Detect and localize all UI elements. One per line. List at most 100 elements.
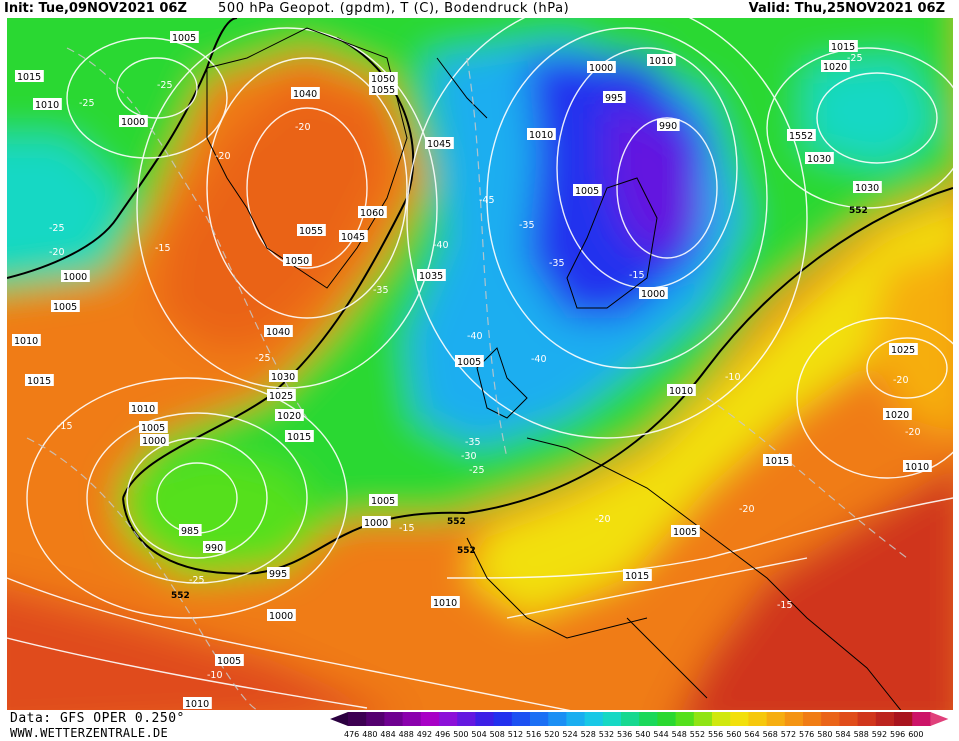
- legend-value: 572: [781, 730, 796, 739]
- legend-value: 512: [508, 730, 523, 739]
- pressure-label-bg: [203, 541, 226, 553]
- pressure-label-bg: [821, 60, 850, 72]
- pressure-label: 1010: [35, 100, 59, 111]
- legend-value: 540: [635, 730, 650, 739]
- temperature-labels: -25 -25 -20 -25 -20 -15 -20 -25 -35 -40 -45 -35 -35 -…: [49, 53, 921, 681]
- temperature-label: -15: [629, 270, 645, 281]
- legend-arrow-high: [930, 712, 949, 726]
- pressure-label-bg: [25, 374, 54, 386]
- pressure-labels: 1005101510101000104010501055104510601055…: [12, 31, 932, 710]
- legend-swatch: [548, 712, 567, 726]
- pressure-label: 1005: [457, 357, 481, 368]
- pressure-label: 1025: [269, 391, 293, 402]
- pressure-label-bg: [647, 54, 676, 66]
- legend-value: 560: [726, 730, 741, 739]
- pressure-label-bg: [285, 430, 314, 442]
- legend-value: 552: [690, 730, 705, 739]
- pressure-label-bg: [267, 567, 290, 579]
- pressure-label-bg: [139, 421, 168, 433]
- pressure-label-bg: [297, 224, 326, 236]
- chart-title: 500 hPa Geopot. (gpdm), T (C), Bodendruc…: [218, 1, 570, 16]
- pressure-label: 1005: [575, 186, 599, 197]
- pressure-label-bg: [889, 343, 918, 355]
- legend-swatch: [402, 712, 422, 726]
- pressure-label-bg: [215, 654, 244, 666]
- legend-value: 480: [362, 730, 377, 739]
- legend-value: 532: [599, 730, 614, 739]
- pressure-label-bg: [667, 384, 696, 396]
- pressure-label-bg: [61, 270, 90, 282]
- legend-value: 544: [653, 730, 668, 739]
- temperature-label: -40: [531, 354, 547, 365]
- pressure-label-bg: [170, 31, 199, 43]
- pressure-label: 1020: [885, 410, 909, 421]
- temperature-label: -20: [893, 375, 909, 386]
- height-label: 552: [457, 546, 476, 556]
- legend-value: 488: [399, 730, 414, 739]
- legend-swatch: [803, 712, 822, 726]
- legend-swatch: [821, 712, 840, 726]
- temperature-label: -35: [549, 258, 565, 269]
- pressure-label-bg: [883, 408, 912, 420]
- temperature-label: -20: [215, 151, 231, 162]
- temperature-label: -25: [189, 575, 205, 586]
- pressure-label-bg: [417, 269, 446, 281]
- pressure-label-bg: [291, 87, 320, 99]
- pressure-label: 1045: [427, 139, 451, 150]
- pressure-label-bg: [671, 525, 700, 537]
- legend-value: 504: [471, 730, 486, 739]
- legend-swatch: [384, 712, 404, 726]
- dashed-isotherms: [26, 47, 908, 710]
- pressure-label-bg: [33, 98, 62, 110]
- pressure-label-bg: [129, 402, 158, 414]
- pressure-label: 1020: [823, 62, 847, 73]
- pressure-label-bg: [358, 206, 387, 218]
- legend-swatch: [530, 712, 549, 726]
- legend-value: 584: [835, 730, 850, 739]
- legend-swatch: [439, 712, 458, 726]
- temperature-label: -25: [49, 223, 65, 234]
- pressure-label: 1005: [673, 527, 697, 538]
- legend-swatch: [675, 712, 695, 726]
- temperature-label: -15: [155, 243, 171, 254]
- color-legend: 476 480 484 488 492 496 500 504 508 512 516 520 524 5…: [330, 712, 949, 739]
- legend-swatch: [839, 712, 859, 726]
- temperature-label: -20: [905, 427, 921, 438]
- pressure-label-bg: [369, 494, 398, 506]
- legend-value: 528: [581, 730, 596, 739]
- height-label: 552: [447, 517, 466, 527]
- legend-value: 568: [763, 730, 778, 739]
- pressure-label-bg: [362, 516, 391, 528]
- contour-552-nw: [7, 18, 238, 279]
- pressure-label: 1000: [589, 63, 613, 74]
- pressure-label-bg: [339, 230, 368, 242]
- pressure-label: 995: [269, 569, 287, 580]
- pressure-label: 1015: [765, 456, 789, 467]
- coastlines: [206, 27, 902, 710]
- pressure-label: 1005: [53, 302, 77, 313]
- pressure-label-bg: [179, 524, 202, 536]
- legend-value: 520: [544, 730, 559, 739]
- pressure-label: 1030: [271, 372, 295, 383]
- pressure-label: 1000: [269, 611, 293, 622]
- legend-swatch: [493, 712, 513, 726]
- pressure-label-bg: [455, 355, 484, 367]
- pressure-label-bg: [623, 569, 652, 581]
- pressure-label: 1030: [855, 183, 879, 194]
- legend-arrow-low: [330, 712, 348, 726]
- pressure-label-bg: [425, 137, 454, 149]
- contour-552: [122, 37, 953, 575]
- height-labels: 552 552 552 552: [171, 206, 868, 601]
- legend-value: 484: [380, 730, 395, 739]
- legend-value: 548: [672, 730, 687, 739]
- pressure-label: 990: [205, 543, 223, 554]
- pressure-label-bg: [853, 181, 882, 193]
- legend-value: 592: [872, 730, 887, 739]
- init-time: Init: Tue,09NOV2021 06Z: [4, 1, 187, 16]
- legend-swatch: [348, 712, 367, 726]
- legend-swatch: [657, 712, 677, 726]
- legend-swatch: [766, 712, 786, 726]
- weather-map: 1005101510101000104010501055104510601055…: [7, 18, 953, 710]
- pressure-label-bg: [573, 184, 602, 196]
- pressure-label: 1050: [285, 256, 309, 267]
